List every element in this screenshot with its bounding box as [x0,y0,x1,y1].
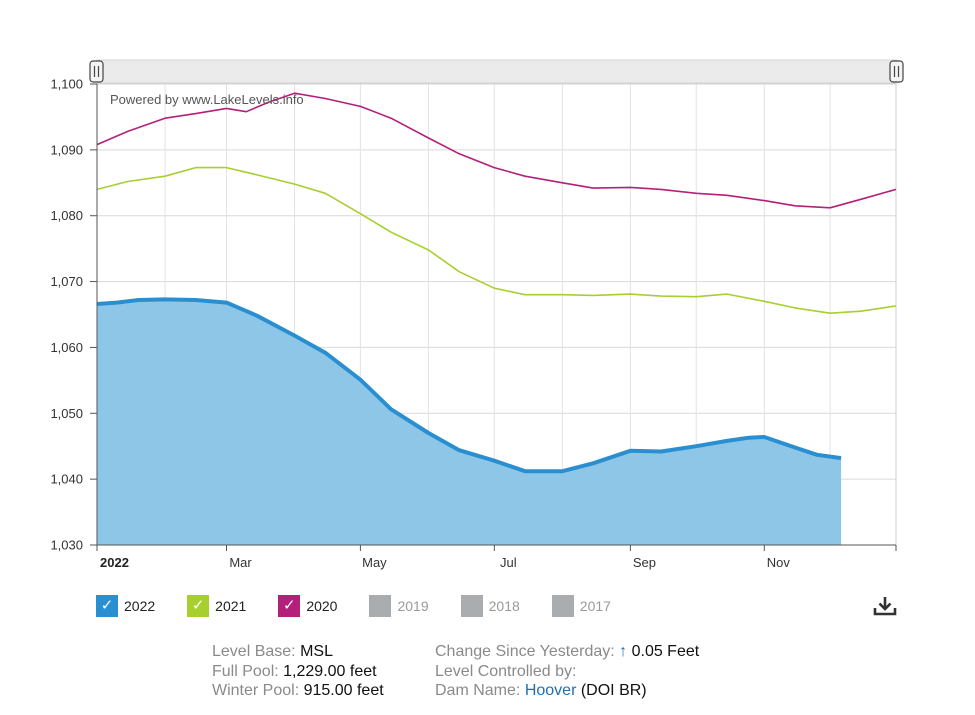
axes [96,84,896,546]
full-pool-value: 1,229.00 feet [283,662,377,680]
checkbox-2018[interactable] [460,595,483,617]
y-tick-label: 1,080 [50,208,83,223]
watermark: Powered by www.LakeLevels.info [110,92,304,107]
controlled-label: Level Controlled by: [435,662,577,680]
level-base-row: Level Base: MSL [212,642,384,662]
lake-level-chart: 1,030 1,040 1,050 1,060 1,070 1,080 1,090 1,100… [50,59,904,570]
x-tick-label: May [362,555,387,570]
range-handle-left[interactable] [89,60,104,83]
y-tick-label: 1,060 [50,340,83,355]
legend-label-2021: 2021 [215,598,247,614]
change-row: Change Since Yesterday: ↑ 0.05 Feet [435,642,699,662]
legend: ✓ 2022 ✓ 2021 ✓ 2020 2019 2018 2017 [96,595,643,617]
x-tick-label: Sep [633,555,656,570]
level-base-label: Level Base: [212,643,296,660]
winter-pool-label: Winter Pool: [212,682,300,699]
range-handle-right[interactable] [889,60,904,83]
dam-label: Dam Name: [435,682,521,699]
up-arrow-icon: ↑ [619,643,628,660]
checkbox-2017[interactable] [551,595,574,617]
y-tick-label: 1,040 [50,472,83,487]
download-icon[interactable] [872,594,898,618]
series-line-2022 [96,297,842,474]
y-axis-labels: 1,030 1,040 1,050 1,060 1,070 1,080 1,090 1,100 [50,77,97,553]
legend-item-2022[interactable]: ✓ 2022 [96,595,155,617]
dam-row: Dam Name: Hoover (DOI BR) [435,681,699,701]
winter-pool-row: Winter Pool: 915.00 feet [212,681,384,701]
winter-pool-value: 915.00 feet [303,682,384,699]
x-tick-label: 2022 [100,555,129,570]
legend-item-2020[interactable]: ✓ 2020 [278,595,337,617]
dam-suffix: (DOI BR) [580,682,647,699]
x-tick-label: Nov [767,555,791,570]
checkbox-2019[interactable] [369,595,392,617]
checkbox-2020[interactable]: ✓ [278,595,301,617]
lake-info-right: Change Since Yesterday: ↑ 0.05 Feet Leve… [435,642,699,701]
y-tick-label: 1,030 [50,538,83,553]
checkbox-2022[interactable]: ✓ [96,595,118,617]
y-tick-label: 1,090 [50,142,83,157]
legend-label-2020: 2020 [306,598,338,614]
y-tick-label: 1,100 [50,77,83,92]
checkbox-2021[interactable]: ✓ [187,595,210,617]
full-pool-row: Full Pool: 1,229.00 feet [212,662,384,682]
series-line-2021 [96,166,897,314]
range-selector-bar[interactable] [96,59,898,84]
series-area-2022 [97,299,842,545]
change-value: 0.05 Feet [631,643,700,660]
legend-label-2019: 2019 [397,598,429,614]
legend-label-2017: 2017 [579,598,611,614]
legend-item-2021[interactable]: ✓ 2021 [187,595,246,617]
x-tick-label: Mar [229,555,252,570]
controlled-row: Level Controlled by: [435,662,699,682]
lake-info-left: Level Base: MSL Full Pool: 1,229.00 feet… [212,642,384,701]
full-pool-label: Full Pool: [212,662,279,680]
legend-label-2018: 2018 [488,598,520,614]
series-line-2020 [96,92,897,209]
change-label: Change Since Yesterday: [435,643,615,660]
dam-link[interactable]: Hoover [524,682,577,699]
x-tick-label: Jul [500,555,517,570]
plot-series [96,92,897,545]
y-tick-label: 1,050 [50,406,83,421]
legend-item-2017[interactable]: 2017 [551,595,611,617]
legend-label-2022: 2022 [124,598,156,614]
y-tick-label: 1,070 [50,274,83,289]
level-base-value: MSL [300,643,333,660]
legend-item-2019[interactable]: 2019 [369,595,429,617]
x-axis-labels: 2022 Mar May Jul Sep Nov [96,545,897,570]
legend-item-2018[interactable]: 2018 [460,595,520,617]
